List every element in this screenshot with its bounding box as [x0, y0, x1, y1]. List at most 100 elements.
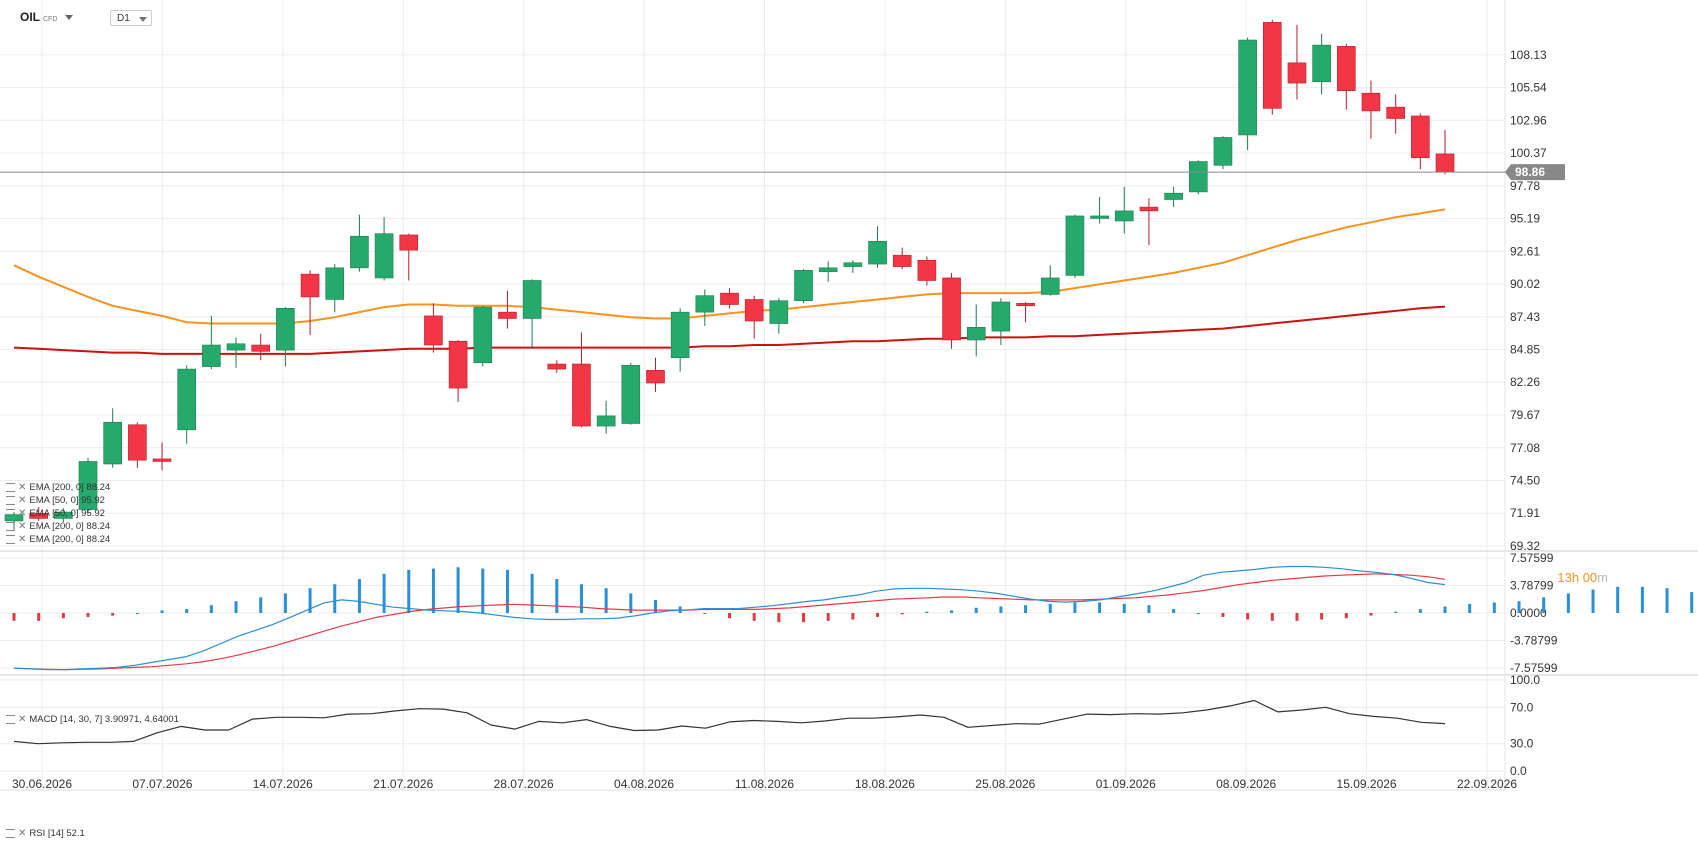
macd-histogram-bar: [1172, 609, 1176, 613]
menu-icon[interactable]: [6, 828, 15, 838]
countdown-m-label: m: [1597, 570, 1608, 585]
rsi-panel: 100.0 70.0 30.0 0.0: [0, 673, 1540, 778]
macd-histogram-bar: [357, 579, 361, 613]
candle-body-bull: [794, 270, 813, 302]
close-icon[interactable]: ✕: [18, 508, 27, 519]
macd-histogram-bar: [1566, 593, 1570, 613]
macd-histogram-bar: [1048, 603, 1052, 613]
macd-histogram-bar: [555, 579, 559, 613]
indicator-legend-row[interactable]: ✕ EMA [50, 0] 95.92: [6, 508, 105, 519]
indicator-legend-row[interactable]: ✕ EMA [50, 0] 95.92: [6, 495, 105, 506]
candle-body-bull: [325, 267, 345, 300]
menu-icon[interactable]: [6, 495, 15, 505]
candle: [1164, 186, 1183, 208]
macd-histogram-bar: [1073, 602, 1077, 613]
candle: [917, 256, 937, 286]
macd-histogram-bar: [431, 568, 435, 613]
close-icon[interactable]: ✕: [18, 714, 27, 725]
macd-histogram-bar: [974, 607, 978, 613]
candle-body-bear: [128, 424, 147, 461]
candle: [1040, 265, 1060, 296]
symbol-suffix: CFD: [43, 16, 58, 23]
rsi-legend-label: RSI [14] 52.1: [29, 828, 85, 839]
macd-histogram-bar: [629, 593, 633, 613]
candle-body-bull: [868, 240, 887, 265]
candle-countdown: 13h 00m: [1557, 570, 1608, 585]
close-icon[interactable]: ✕: [18, 482, 27, 493]
date-tick-label: 21.07.2026: [373, 777, 433, 791]
macd-histogram-bar: [185, 609, 189, 613]
price-tick-label: 95.19: [1510, 212, 1540, 226]
candle: [572, 332, 591, 428]
candle-body-bull: [78, 461, 98, 510]
macd-tick-label: -3.78799: [1510, 633, 1558, 647]
price-tick-label: 105.54: [1510, 81, 1547, 95]
candle: [769, 298, 789, 334]
candle-body-bear: [646, 370, 665, 384]
macd-tick-label: 0.0000: [1510, 606, 1547, 620]
macd-legend-label: MACD [14, 30, 7] 3.90971, 4.64001: [29, 714, 179, 725]
macd-histogram-bar: [86, 613, 90, 617]
ema200-line: [13, 305, 1446, 355]
macd-histogram-bar: [802, 613, 806, 623]
macd-histogram-bar: [382, 573, 386, 613]
candle: [152, 442, 172, 471]
rsi-tick-label: 100.0: [1510, 673, 1540, 687]
price-tick-label: 102.96: [1510, 113, 1547, 127]
candle-body-bear: [498, 311, 517, 319]
candle-body-bear: [1386, 106, 1405, 119]
symbol-selector[interactable]: OIL CFD: [20, 10, 74, 24]
countdown-h-label: h: [1571, 570, 1580, 585]
rsi-line: [13, 699, 1446, 745]
rsi-tick-label: 70.0: [1510, 700, 1534, 714]
candle: [103, 408, 122, 468]
date-tick-label: 30.06.2026: [12, 777, 72, 791]
candlestick-series: [4, 19, 1455, 530]
candle-body-bull: [769, 300, 789, 324]
timeframe-selector[interactable]: D1: [110, 10, 152, 26]
rsi-legend[interactable]: ✕ RSI [14] 52.1: [6, 828, 85, 839]
macd-tick-label: 3.78799: [1510, 579, 1554, 593]
indicator-legend-row[interactable]: ✕ EMA [200, 0] 88.24: [6, 521, 110, 532]
indicator-legend-row[interactable]: ✕ EMA [200, 0] 88.24: [6, 482, 110, 493]
candle-body-bull: [991, 301, 1011, 332]
macd-histogram-bar: [333, 584, 337, 613]
macd-histogram-bar: [456, 567, 460, 613]
macd-histogram-bar: [135, 613, 139, 614]
close-icon[interactable]: ✕: [18, 534, 27, 545]
macd-histogram-bar: [505, 569, 509, 613]
indicator-legend-row[interactable]: ✕ EMA [200, 0] 88.24: [6, 534, 110, 545]
indicator-legend-label: EMA [200, 0] 88.24: [29, 534, 111, 545]
symbol-name: OIL: [20, 10, 40, 24]
macd-line: [13, 565, 1446, 671]
macd-histogram-bar: [925, 611, 929, 613]
price-tick-label: 97.78: [1510, 179, 1540, 193]
candle-body-bear: [152, 458, 172, 462]
date-tick-label: 08.09.2026: [1216, 777, 1276, 791]
close-icon[interactable]: ✕: [18, 521, 27, 532]
close-icon[interactable]: ✕: [18, 828, 27, 839]
macd-signal-line: [13, 573, 1446, 671]
macd-histogram-bar: [1295, 613, 1299, 621]
menu-icon[interactable]: [6, 482, 15, 492]
menu-icon[interactable]: [6, 714, 15, 724]
countdown-minutes: 00: [1582, 570, 1598, 585]
macd-histogram-bar: [61, 613, 65, 619]
indicator-legend-label: EMA [50, 0] 95.92: [29, 495, 105, 506]
indicator-legend-label: EMA [200, 0] 88.24: [29, 482, 111, 493]
candle-body-bull: [202, 344, 221, 367]
candle: [448, 339, 468, 402]
candle-body-bear: [1337, 46, 1356, 91]
candle-body-bear: [1435, 153, 1455, 173]
close-icon[interactable]: ✕: [18, 495, 27, 506]
menu-icon[interactable]: [6, 508, 15, 518]
indicator-legend-label: EMA [50, 0] 95.92: [29, 508, 105, 519]
candle-body-bear: [448, 340, 468, 389]
macd-histogram-bar: [308, 588, 312, 613]
menu-icon[interactable]: [6, 534, 15, 544]
menu-icon[interactable]: [6, 521, 15, 531]
candle: [1065, 214, 1085, 278]
candle-body-bull: [670, 311, 690, 358]
macd-legend[interactable]: ✕ MACD [14, 30, 7] 3.90971, 4.64001: [6, 714, 179, 725]
